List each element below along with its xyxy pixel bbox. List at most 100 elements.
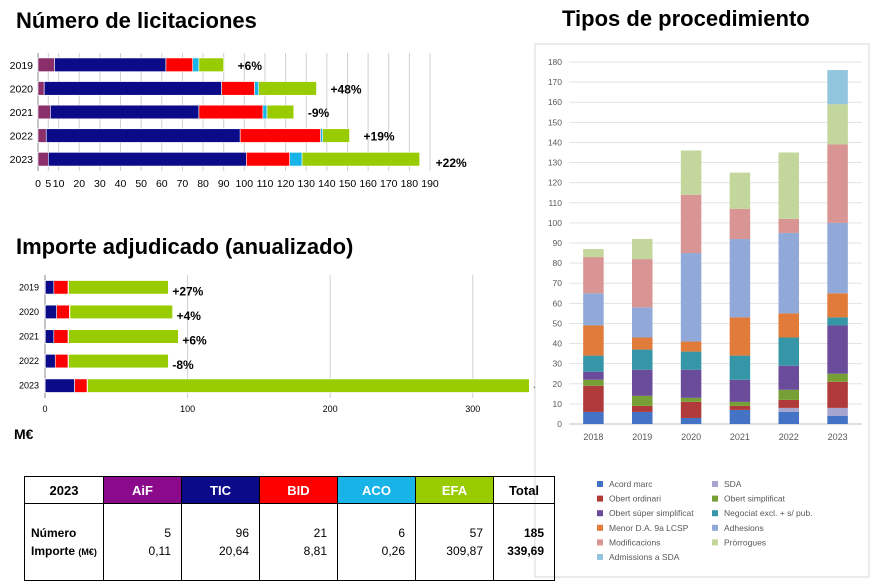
tipos-legend-label: Adhesions xyxy=(724,523,764,533)
tipos-bar-segment xyxy=(583,257,604,294)
tipos-bar-segment xyxy=(631,411,653,424)
tipos-legend-swatch xyxy=(712,481,718,487)
tipos-bar-segment xyxy=(631,369,653,396)
importe-chart-title: Importe adjudicado (anualizado) xyxy=(16,234,354,259)
tipos-bar-segment xyxy=(680,351,702,370)
tipos-bar-segment xyxy=(778,365,800,390)
tipos-legend-swatch xyxy=(597,539,603,546)
licit-x-tick: 160 xyxy=(359,178,377,190)
licit-x-tick: 80 xyxy=(197,178,209,190)
tipos-y-tick: 60 xyxy=(553,298,563,308)
tipos-bar-segment xyxy=(778,218,800,233)
tipos-y-tick: 30 xyxy=(553,359,563,369)
tipos-bar-segment xyxy=(583,385,604,412)
tipos-bar-segment xyxy=(827,104,848,145)
tipos-x-tick: 2019 xyxy=(632,432,652,442)
licit-x-tick: 90 xyxy=(218,178,230,190)
tipos-y-tick: 170 xyxy=(548,77,562,87)
importe-aco: 0,26 xyxy=(381,544,405,558)
tipos-bar-segment xyxy=(729,409,751,424)
tipos-bar-segment xyxy=(680,150,702,195)
label-numero: Número xyxy=(31,525,77,540)
importe-bar-tic xyxy=(44,304,57,319)
licit-bar-tic xyxy=(50,104,200,120)
importe-annotation: +27% xyxy=(172,284,203,298)
tipos-y-tick: 70 xyxy=(553,278,563,288)
licit-bar-bid xyxy=(246,152,291,167)
tipos-bar-segment xyxy=(583,293,604,326)
importe-bar-bid xyxy=(53,329,69,344)
tipos-bar-segment xyxy=(680,401,702,418)
licit-x-tick: 170 xyxy=(380,178,398,190)
importe-bar-efa xyxy=(68,329,179,344)
licit-annotation: +48% xyxy=(331,82,362,96)
importe-x-tick: 0 xyxy=(42,404,47,414)
tipos-legend-swatch xyxy=(712,495,718,502)
importe-bar-bid xyxy=(74,378,88,393)
importe-bid: 8,81 xyxy=(303,544,327,558)
tipos-bar-segment xyxy=(729,238,751,318)
tipos-bar-segment xyxy=(680,253,702,342)
licit-bar-tic xyxy=(48,152,247,167)
tipos-bar-segment xyxy=(729,208,751,239)
tipos-bar-segment xyxy=(827,325,848,374)
tipos-bar-segment xyxy=(583,411,604,424)
licit-bar-efa xyxy=(266,104,295,120)
tipos-bar-segment xyxy=(631,307,653,338)
tipos-bar-segment xyxy=(631,238,653,260)
tipos-bar-segment xyxy=(729,401,751,406)
tipos-bar-segment xyxy=(583,325,604,356)
tipos-bar-segment xyxy=(631,395,653,406)
tipos-y-tick: 0 xyxy=(557,419,562,429)
tipos-y-tick: 90 xyxy=(553,238,563,248)
tipos-bar-segment xyxy=(827,144,848,223)
tipos-bar-segment xyxy=(778,313,800,338)
tipos-bar-segment xyxy=(827,407,848,416)
tipos-bar-segment xyxy=(680,417,702,424)
tipos-bar-segment xyxy=(583,355,604,372)
tipos-bar-segment xyxy=(827,373,848,382)
importe-bar-tic xyxy=(44,354,56,369)
tipos-legend-swatch xyxy=(597,495,603,502)
summary-year: 2023 xyxy=(24,476,104,504)
importe-bar-bid xyxy=(53,280,69,295)
licit-x-tick: 10 xyxy=(53,178,65,190)
tipos-bar-segment xyxy=(583,249,604,258)
importe-bar-tic xyxy=(44,329,55,344)
licit-bar-aco xyxy=(254,81,260,96)
tipos-bar-segment xyxy=(778,411,800,424)
licit-x-tick: 30 xyxy=(94,178,106,190)
tipos-bar-segment xyxy=(631,349,653,370)
tipos-bar-segment xyxy=(827,381,848,408)
tipos-x-tick: 2023 xyxy=(828,432,848,442)
tipos-y-tick: 120 xyxy=(548,178,562,188)
tipos-x-tick: 2020 xyxy=(681,432,701,442)
importe-x-tick: 200 xyxy=(323,404,338,414)
licit-x-tick: 130 xyxy=(297,178,315,190)
importe-annotation: +4% xyxy=(177,309,202,323)
tipos-y-tick: 180 xyxy=(548,57,562,67)
importe-bar-efa xyxy=(69,304,173,319)
cell-aif: 5 0,11 xyxy=(103,503,182,581)
tipos-bar-segment xyxy=(680,341,702,352)
tipos-bar-segment xyxy=(680,194,702,254)
importe-annotation: -8% xyxy=(172,358,194,372)
licit-bar-aif xyxy=(37,57,55,72)
licit-bar-aif xyxy=(37,152,49,167)
label-importe-text: Importe xyxy=(31,543,76,558)
licit-chart-title: Número de licitaciones xyxy=(16,8,257,33)
tipos-legend-label: Modificacions xyxy=(609,537,661,547)
licit-bar-bid xyxy=(221,81,255,96)
licit-x-tick: 180 xyxy=(401,178,419,190)
importe-y-tick: 2022 xyxy=(19,356,39,366)
tipos-legend-label: SDA xyxy=(724,479,742,489)
tipos-legend-swatch xyxy=(712,524,718,531)
licit-x-tick: 60 xyxy=(156,178,168,190)
importe-tic: 20,64 xyxy=(218,544,249,558)
tipos-bar-segment xyxy=(778,407,800,412)
licit-x-tick: 150 xyxy=(339,178,357,190)
tipos-y-tick: 130 xyxy=(548,158,562,168)
importe-bar-efa xyxy=(68,280,169,295)
licit-x-tick: 20 xyxy=(73,178,85,190)
tipos-bar-segment xyxy=(729,355,751,380)
